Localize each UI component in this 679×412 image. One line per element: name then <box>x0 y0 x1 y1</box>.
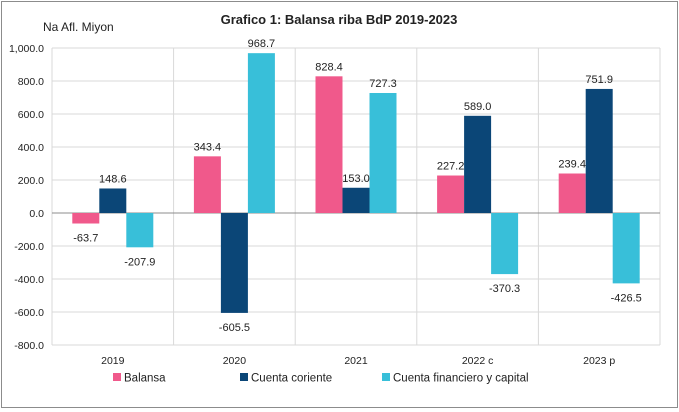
y-axis-unit-label: Na Afl. Miyon <box>43 20 114 34</box>
y-tick-label: -200.0 <box>14 241 44 253</box>
data-label: 153.0 <box>342 173 370 185</box>
data-label: 227.2 <box>437 161 465 173</box>
legend-label: Cuenta financiero y capital <box>393 373 529 385</box>
legend: Balansa Cuenta coriente Cuenta financiero … <box>113 373 529 385</box>
chart-title: Grafico 1: Balansa riba BdP 2019-2023 <box>221 12 458 27</box>
bar-cuenta-financiero-y-capital-2019 <box>126 213 154 248</box>
bars <box>72 53 640 313</box>
x-axis-categories: 2019 2020 2021 2022 c 2023 p <box>101 355 615 367</box>
data-label: -370.3 <box>489 283 520 295</box>
y-tick-label: 1,000.0 <box>9 43 44 55</box>
bar-balansa-2022-c <box>437 175 465 213</box>
bar-balansa-2019 <box>72 213 100 224</box>
data-label: 968.7 <box>248 38 276 50</box>
bar-balansa-2020 <box>193 156 221 213</box>
bar-balansa-2021 <box>315 76 343 214</box>
y-tick-label: -400.0 <box>14 274 44 286</box>
gridlines <box>51 47 661 346</box>
bar-balansa-2023-p <box>558 173 586 213</box>
x-tick-label: 2022 c <box>462 355 494 367</box>
data-label: -63.7 <box>73 233 98 245</box>
x-tick-label: 2023 p <box>583 355 615 367</box>
x-tick-label: 2020 <box>223 355 247 367</box>
bar-cuenta-financiero-y-capital-2022-c <box>491 213 519 275</box>
data-labels: -63.7 343.4 828.4 227.2 239.4 148.6 -605.5 153.… <box>73 38 642 334</box>
data-label: 148.6 <box>99 173 127 185</box>
data-label: -207.9 <box>124 256 155 268</box>
data-label: -426.5 <box>611 292 642 304</box>
bar-cuenta-financiero-y-capital-2023-p <box>612 213 640 284</box>
data-label: 589.0 <box>464 101 492 113</box>
y-tick-label: 0.0 <box>29 208 44 220</box>
legend-swatch <box>382 373 390 381</box>
legend-label: Balansa <box>124 373 166 385</box>
bar-cuenta-financiero-y-capital-2021 <box>369 92 397 213</box>
x-tick-label: 2021 <box>344 355 368 367</box>
bar-cuenta-coriente-2019 <box>99 188 127 213</box>
y-tick-label: -800.0 <box>14 340 44 352</box>
data-label: 343.4 <box>194 141 222 153</box>
bar-cuenta-coriente-2020 <box>220 213 248 313</box>
y-tick-label: 200.0 <box>18 175 44 187</box>
data-label: 751.9 <box>585 74 613 86</box>
y-tick-label: 600.0 <box>18 109 44 121</box>
data-label: 727.3 <box>369 78 397 90</box>
bar-cuenta-coriente-2021 <box>342 187 370 213</box>
data-label: 239.4 <box>558 158 586 170</box>
y-axis-ticks: 1,000.0 800.0 600.0 400.0 200.0 0.0 -200.0 -400… <box>9 43 44 352</box>
bar-cuenta-coriente-2022-c <box>464 115 492 213</box>
legend-label: Cuenta coriente <box>251 373 332 385</box>
data-label: 828.4 <box>315 61 343 73</box>
bar-cuenta-coriente-2023-p <box>585 88 613 213</box>
legend-swatch <box>113 373 121 381</box>
chart-canvas: Grafico 1: Balansa riba BdP 2019-2023 Na… <box>9 12 661 385</box>
legend-swatch <box>240 373 248 381</box>
bar-cuenta-financiero-y-capital-2020 <box>247 53 275 213</box>
y-tick-label: 400.0 <box>18 142 44 154</box>
y-tick-label: -600.0 <box>14 307 44 319</box>
data-label: -605.5 <box>219 322 250 334</box>
x-tick-label: 2019 <box>101 355 125 367</box>
y-tick-label: 800.0 <box>18 76 44 88</box>
